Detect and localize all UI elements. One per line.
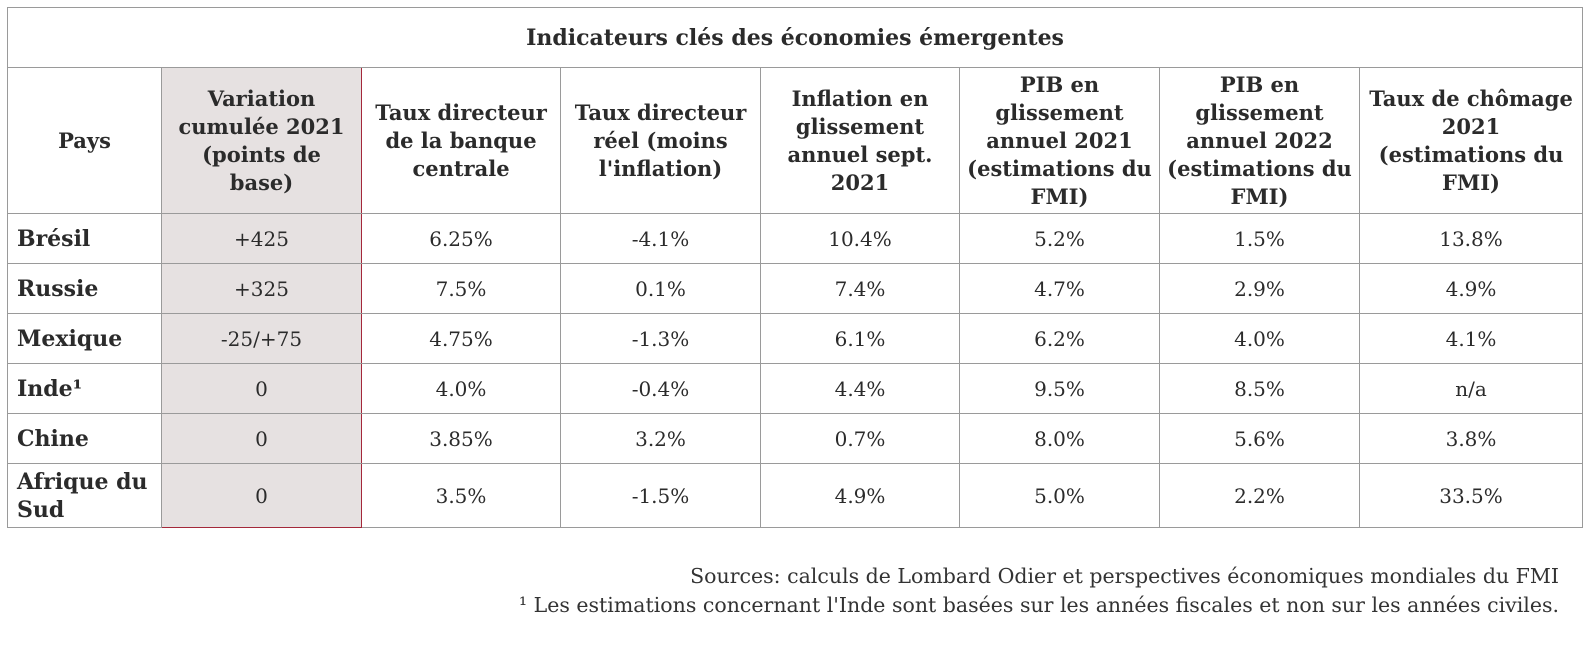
value-cell: 3.2% <box>560 413 761 464</box>
sources-note: Sources: calculs de Lombard Odier et per… <box>519 562 1559 620</box>
value-cell: 9.5% <box>959 363 1160 414</box>
header-cell: Inflation en glissement annuel sept. 202… <box>760 67 960 214</box>
country-cell: Inde¹ <box>7 363 162 414</box>
value-cell: 0 <box>161 463 362 528</box>
value-cell: 4.1% <box>1358 313 1584 364</box>
value-cell: 0.7% <box>760 413 960 464</box>
header-cell: Taux directeur de la banque centrale <box>361 67 561 214</box>
table-row: Mexique -25/+75 4.75% -1.3% 6.1% 6.2% 4.… <box>7 313 1584 364</box>
header-cell: Taux directeur réel (moins l'inflation) <box>560 67 761 214</box>
value-cell: 2.2% <box>1159 463 1360 528</box>
table-row: Inde¹ 0 4.0% -0.4% 4.4% 9.5% 8.5% n/a <box>7 363 1584 414</box>
value-cell: 13.8% <box>1358 213 1584 264</box>
value-cell: 2.9% <box>1159 263 1360 314</box>
value-cell: 4.4% <box>760 363 960 414</box>
country-cell: Chine <box>7 413 162 464</box>
table-title: Indicateurs clés des économies émergente… <box>6 7 1584 68</box>
value-cell: -1.5% <box>560 463 761 528</box>
footnote-line: ¹ Les estimations concernant l'Inde sont… <box>518 593 1559 617</box>
value-cell: 7.4% <box>760 263 960 314</box>
value-cell: 4.9% <box>1358 263 1584 314</box>
country-cell: Brésil <box>7 213 162 264</box>
value-cell: -25/+75 <box>161 313 362 364</box>
header-cell: PIB en glissement annuel 2021 (estimatio… <box>959 67 1160 214</box>
header-cell: Pays <box>7 67 162 214</box>
value-cell: 0 <box>161 413 362 464</box>
country-cell: Mexique <box>7 313 162 364</box>
table-row: Chine 0 3.85% 3.2% 0.7% 8.0% 5.6% 3.8% <box>7 413 1584 464</box>
value-cell: +425 <box>161 213 362 264</box>
value-cell: 8.5% <box>1159 363 1360 414</box>
value-cell: 6.25% <box>361 213 561 264</box>
value-cell: -4.1% <box>560 213 761 264</box>
value-cell: 4.0% <box>1159 313 1360 364</box>
value-cell: 10.4% <box>760 213 960 264</box>
value-cell: -1.3% <box>560 313 761 364</box>
header-cell: Taux de chômage 2021 (estimations du FMI… <box>1358 67 1584 214</box>
indicators-table-container: Indicateurs clés des économies émergente… <box>6 7 1584 528</box>
header-row: Pays Variation cumulée 2021 (points de b… <box>7 67 1584 214</box>
value-cell: n/a <box>1358 363 1584 414</box>
value-cell: 4.0% <box>361 363 561 414</box>
value-cell: 8.0% <box>959 413 1160 464</box>
table-row: Afrique du Sud 0 3.5% -1.5% 4.9% 5.0% 2.… <box>7 463 1584 528</box>
value-cell: 7.5% <box>361 263 561 314</box>
table-row: Russie +325 7.5% 0.1% 7.4% 4.7% 2.9% 4.9… <box>7 263 1584 314</box>
value-cell: 5.6% <box>1159 413 1360 464</box>
value-cell: 5.0% <box>959 463 1160 528</box>
value-cell: 3.85% <box>361 413 561 464</box>
header-cell: PIB en glissement annuel 2022 (estimatio… <box>1159 67 1360 214</box>
value-cell: 1.5% <box>1159 213 1360 264</box>
country-cell: Russie <box>7 263 162 314</box>
value-cell: 4.9% <box>760 463 960 528</box>
value-cell: 6.1% <box>760 313 960 364</box>
value-cell: +325 <box>161 263 362 314</box>
value-cell: 3.5% <box>361 463 561 528</box>
header-cell-highlighted: Variation cumulée 2021 (points de base) <box>161 67 362 214</box>
value-cell: 4.75% <box>361 313 561 364</box>
value-cell: -0.4% <box>560 363 761 414</box>
table-row: Brésil +425 6.25% -4.1% 10.4% 5.2% 1.5% … <box>7 213 1584 264</box>
country-cell: Afrique du Sud <box>7 463 162 528</box>
value-cell: 3.8% <box>1358 413 1584 464</box>
value-cell: 6.2% <box>959 313 1160 364</box>
value-cell: 33.5% <box>1358 463 1584 528</box>
value-cell: 0.1% <box>560 263 761 314</box>
value-cell: 5.2% <box>959 213 1160 264</box>
indicators-table: Indicateurs clés des économies émergente… <box>6 7 1584 528</box>
sources-line: Sources: calculs de Lombard Odier et per… <box>690 564 1559 588</box>
value-cell: 0 <box>161 363 362 414</box>
value-cell: 4.7% <box>959 263 1160 314</box>
